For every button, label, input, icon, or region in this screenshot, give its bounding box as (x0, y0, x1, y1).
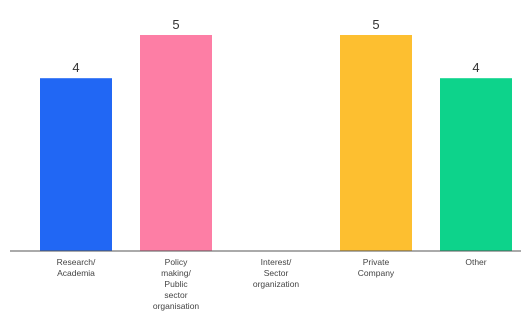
value-label-4: 4 (472, 60, 479, 75)
bar-1 (140, 35, 212, 251)
category-label-2: Interest/Sector organization (253, 257, 300, 289)
category-label-line: Private (363, 257, 390, 267)
value-label-1: 5 (172, 17, 179, 32)
category-label-line: Public (164, 279, 188, 289)
value-label-3: 5 (372, 17, 379, 32)
category-label-line: Academia (57, 268, 95, 278)
category-label-line: Policy (165, 257, 188, 267)
bars-group (40, 35, 512, 251)
bar-0 (40, 78, 112, 251)
category-label-line: Sector (264, 268, 289, 278)
bar-4 (440, 78, 512, 251)
category-label-line: Other (465, 257, 486, 267)
value-labels-group: 4 5 5 4 (72, 17, 479, 75)
bar-3 (340, 35, 412, 251)
category-label-line: Interest/ (261, 257, 292, 267)
category-label-line: making/ (161, 268, 191, 278)
category-label-line: sector (164, 290, 187, 300)
category-label-0: Research/Academia (57, 257, 96, 278)
category-label-line: organisation (153, 301, 200, 311)
category-label-line: organization (253, 279, 300, 289)
category-label-3: Private Company (358, 257, 395, 278)
category-label-line: Research/ (57, 257, 96, 267)
category-label-4: Other (465, 257, 486, 267)
category-labels-group: Research/Academia Policy making/Public sect… (57, 257, 487, 311)
category-label-1: Policy making/Public sector organisation (153, 257, 200, 311)
value-label-0: 4 (72, 60, 79, 75)
category-label-line: Company (358, 268, 395, 278)
